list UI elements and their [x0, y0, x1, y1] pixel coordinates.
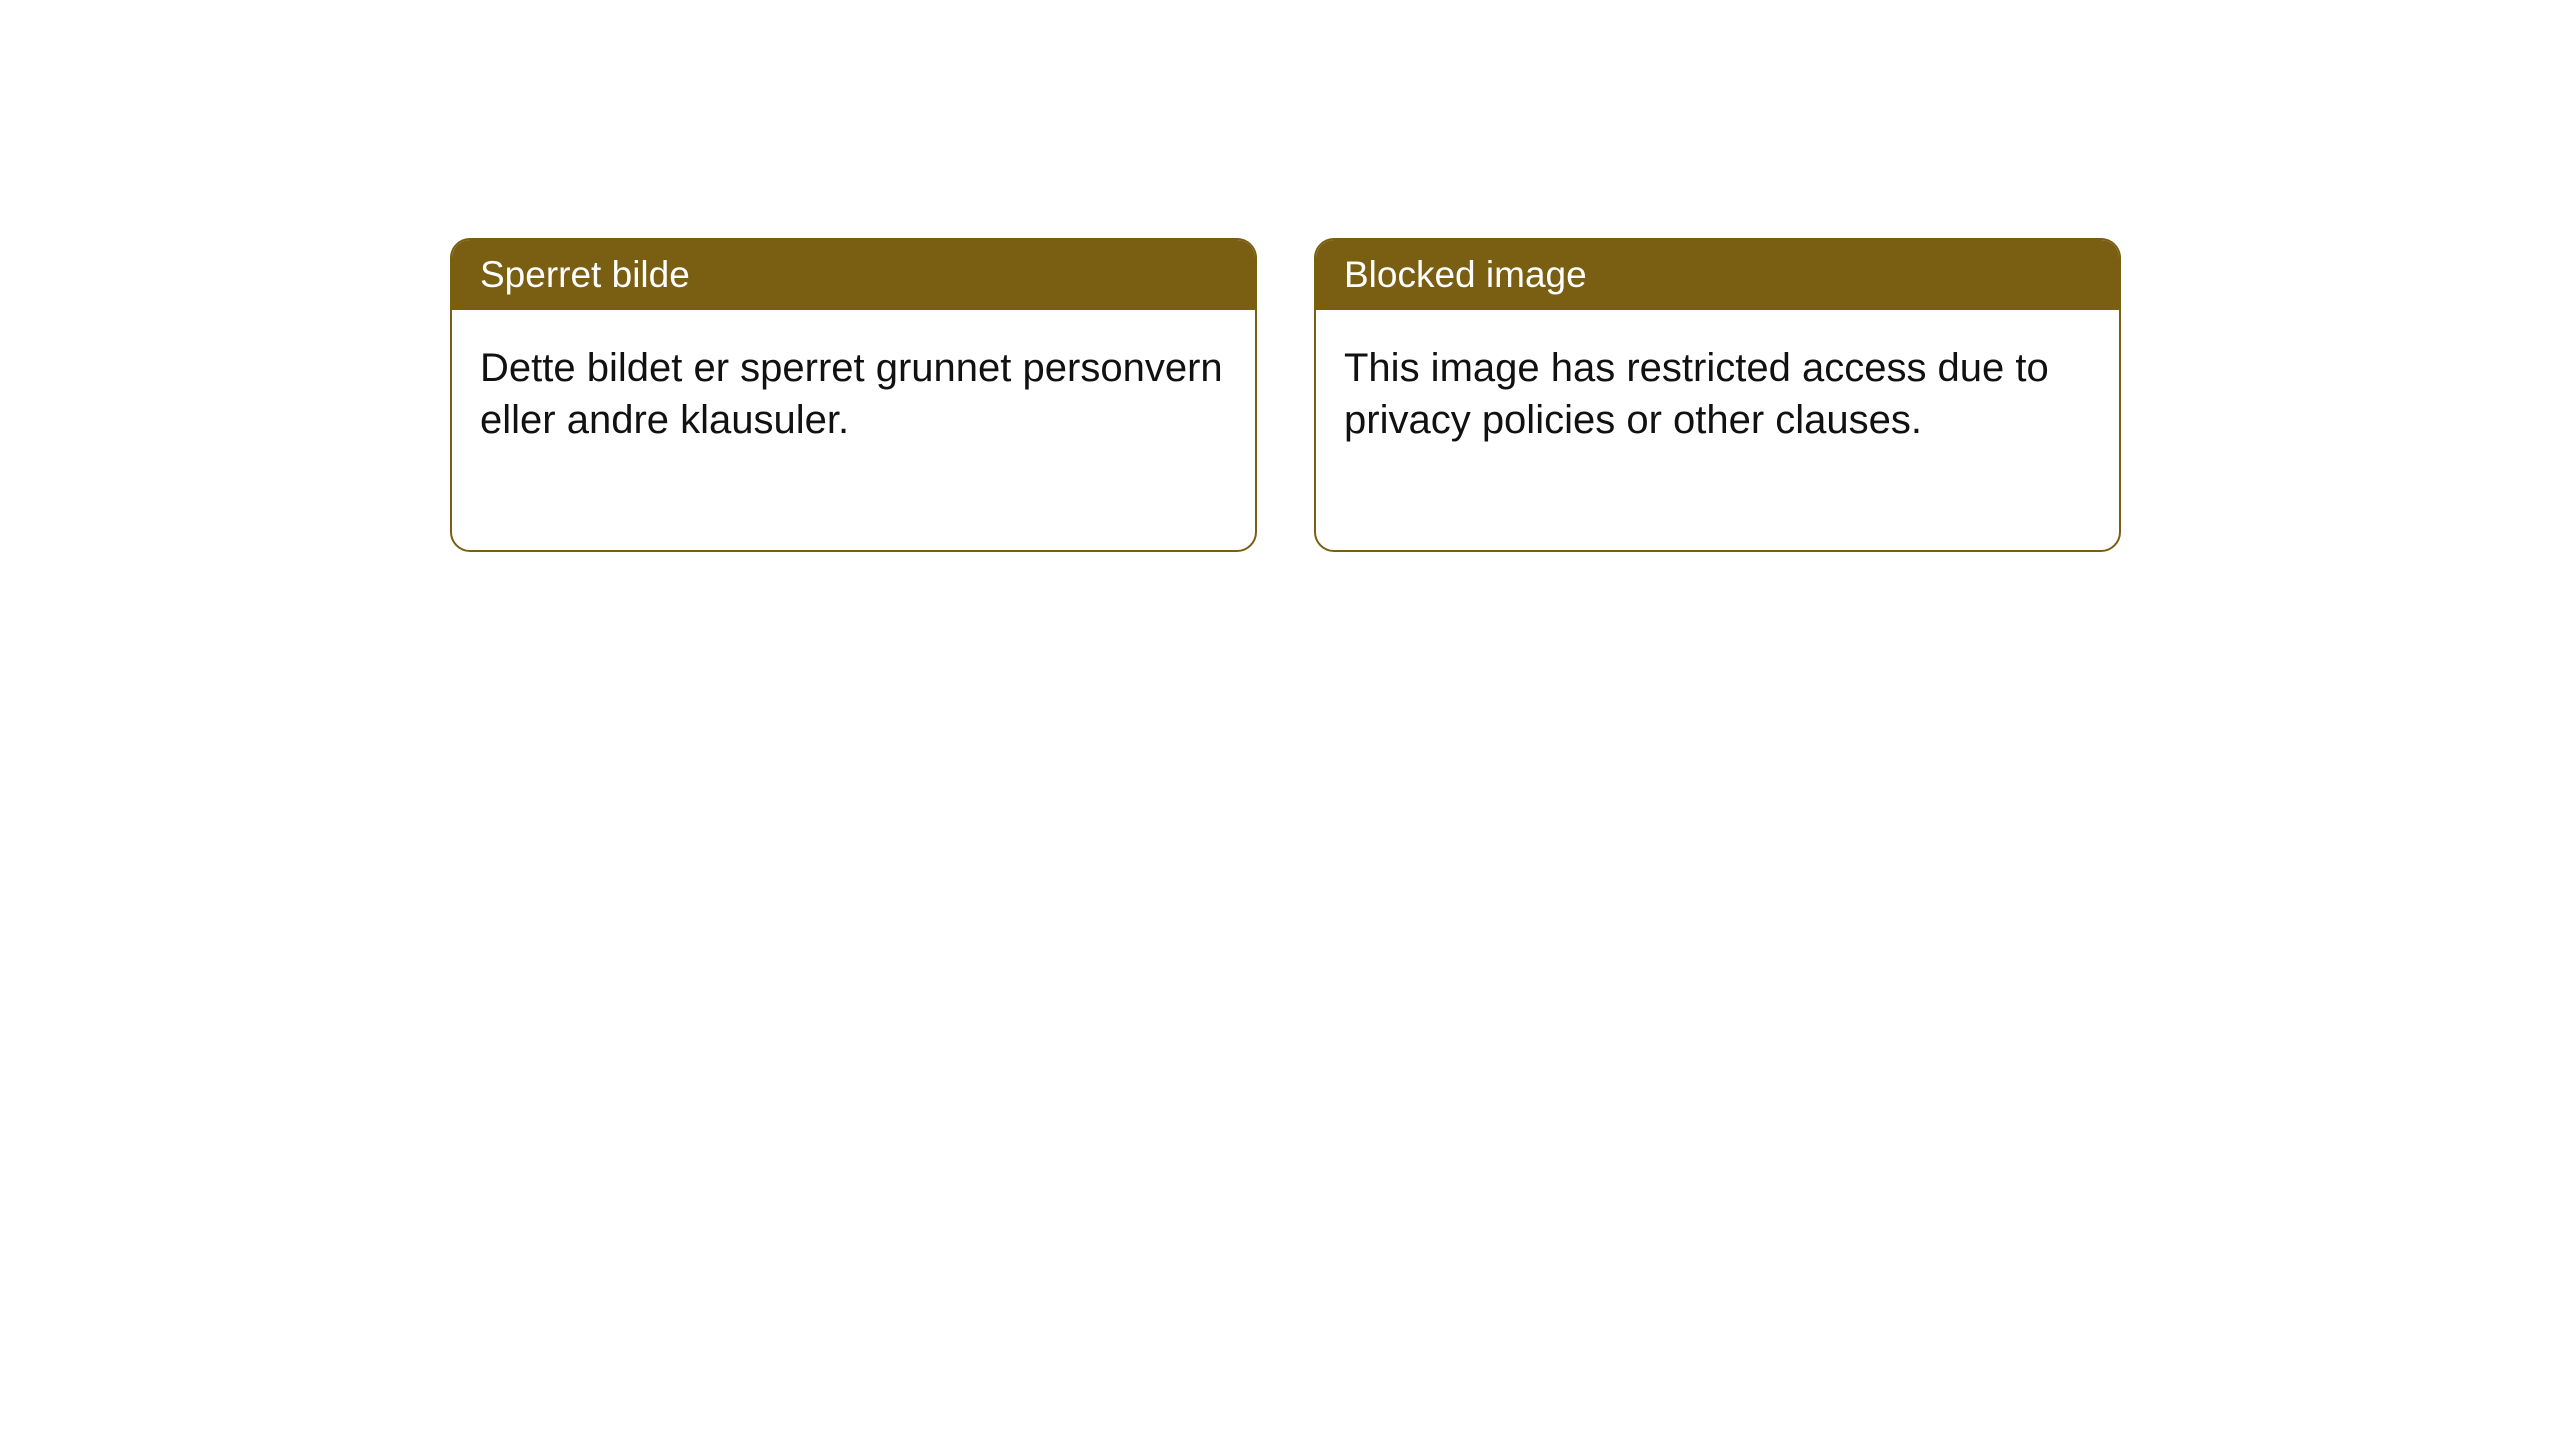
notice-header-no: Sperret bilde	[452, 240, 1255, 310]
notice-card-en: Blocked image This image has restricted …	[1314, 238, 2121, 552]
notice-body-en: This image has restricted access due to …	[1316, 310, 2119, 550]
notice-container: Sperret bilde Dette bildet er sperret gr…	[450, 238, 2121, 552]
notice-body-no: Dette bildet er sperret grunnet personve…	[452, 310, 1255, 550]
notice-card-no: Sperret bilde Dette bildet er sperret gr…	[450, 238, 1257, 552]
notice-header-en: Blocked image	[1316, 240, 2119, 310]
